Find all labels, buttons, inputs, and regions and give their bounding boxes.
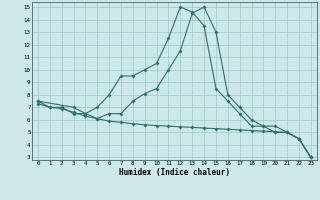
X-axis label: Humidex (Indice chaleur): Humidex (Indice chaleur) xyxy=(119,168,230,177)
